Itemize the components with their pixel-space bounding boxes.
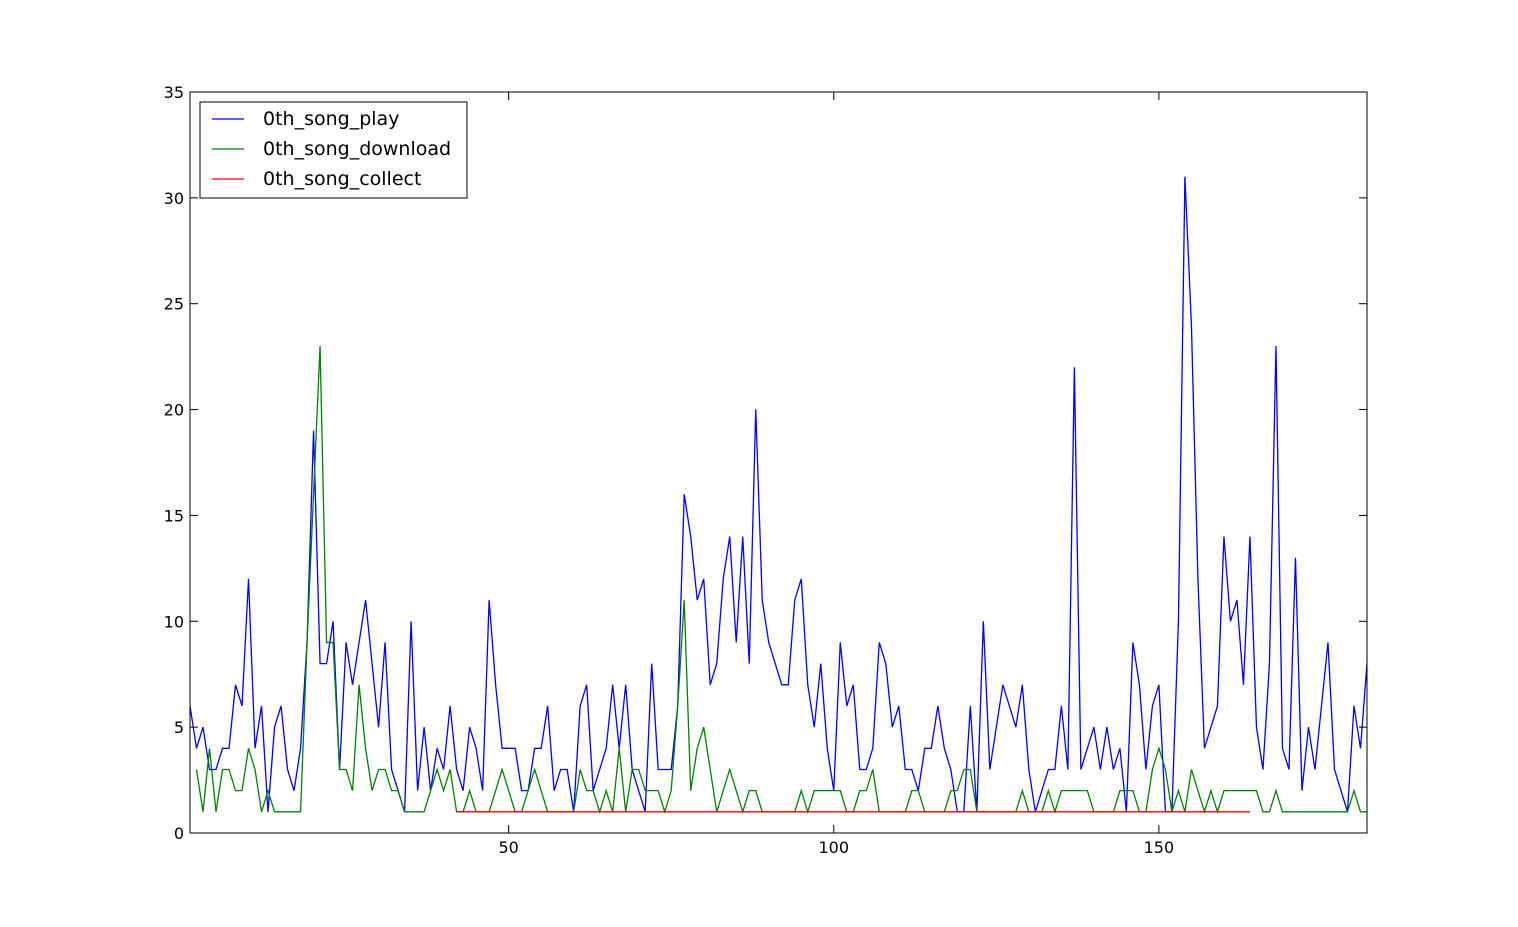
legend-label: 0th_song_play xyxy=(263,108,399,130)
y-tick-label: 30 xyxy=(164,189,184,208)
y-tick-label: 15 xyxy=(164,506,184,525)
y-tick-label: 25 xyxy=(164,295,184,314)
y-tick-label: 0 xyxy=(174,824,184,843)
y-tick-label: 20 xyxy=(164,401,184,420)
y-tick-label: 35 xyxy=(164,83,184,102)
y-tick-label: 10 xyxy=(164,612,184,631)
axes-frame xyxy=(189,91,1368,834)
x-tick-label: 100 xyxy=(819,838,850,857)
legend-box xyxy=(199,101,468,199)
x-tick-label: 50 xyxy=(498,838,518,857)
legend-label: 0th_song_collect xyxy=(263,168,421,190)
y-tick-label: 5 xyxy=(174,718,184,737)
legend-label: 0th_song_download xyxy=(263,138,451,160)
x-tick-label: 150 xyxy=(1144,838,1175,857)
